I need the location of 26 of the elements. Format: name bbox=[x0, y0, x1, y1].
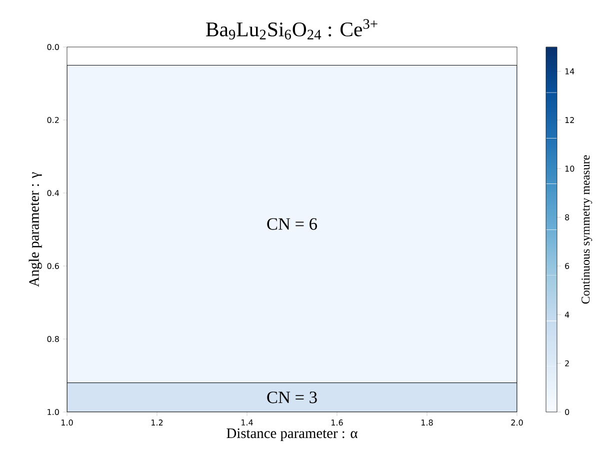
y-tick-label: 1.0 bbox=[48, 408, 59, 416]
color-bar-label: 14 bbox=[565, 68, 574, 74]
color-bar-title: Continuous symmetry measure bbox=[582, 155, 592, 304]
x-tick-label: 2.0 bbox=[511, 420, 523, 426]
chart-title: Ba$_{9}$Lu$_{2}$Si$_{6}$O$_{24}$ : Ce$^{3+}$ bbox=[206, 19, 378, 40]
x-tick-label: 1.6 bbox=[332, 420, 343, 426]
x-tick-label: 1.2 bbox=[152, 420, 163, 426]
color-bar-label: 0 bbox=[565, 408, 570, 416]
y-tick-label: 0.4 bbox=[47, 190, 60, 196]
color-bar-label: 8 bbox=[565, 214, 570, 220]
color-bar-label: 10 bbox=[565, 166, 574, 172]
band-label: CN = 6 bbox=[267, 218, 317, 230]
y-tick-label: 0.0 bbox=[47, 44, 59, 50]
x-axis-title: Distance parameter : α bbox=[226, 428, 358, 442]
x-tick-label: 1.8 bbox=[422, 420, 433, 426]
color-bar-label: 12 bbox=[565, 117, 574, 123]
x-tick-label: 1.0 bbox=[62, 420, 73, 426]
y-tick-label: 0.2 bbox=[47, 116, 59, 124]
color-bar-label: 6 bbox=[565, 262, 570, 270]
y-axis-title: Angle parameter : γ bbox=[28, 172, 42, 287]
color-bar-label: 2 bbox=[565, 360, 569, 366]
x-tick-label: 1.4 bbox=[242, 420, 253, 426]
y-tick-label: 0.8 bbox=[47, 336, 59, 342]
color-bar-label: 4 bbox=[564, 312, 570, 318]
y-tick-label: 0.6 bbox=[47, 262, 59, 270]
band-label: CN = 3 bbox=[267, 392, 317, 404]
